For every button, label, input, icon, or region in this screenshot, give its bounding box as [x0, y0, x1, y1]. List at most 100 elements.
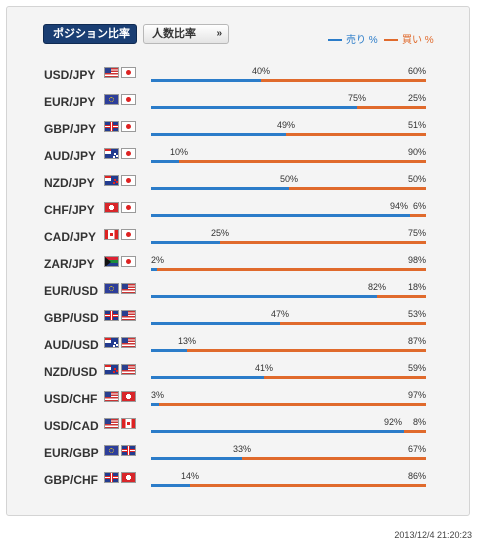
ratio-bar [151, 268, 426, 271]
buy-percent-label: 90% [407, 147, 426, 157]
flag-nz-icon [104, 364, 119, 375]
pair-row: NZD/USD 41% 59% [0, 358, 480, 385]
pair-row: AUD/USD 13% 87% [0, 331, 480, 358]
pair-row: USD/JPY 40% 60% [0, 61, 480, 88]
ratio-bar [151, 214, 426, 217]
flag-jp-icon [121, 202, 136, 213]
flag-ca-icon [121, 418, 136, 429]
pair-name: AUD/USD [44, 338, 99, 352]
ratio-bar [151, 430, 426, 433]
sell-bar [151, 106, 357, 109]
buy-percent-label: 6% [412, 201, 426, 211]
buy-bar [159, 403, 426, 406]
ratio-bar [151, 457, 426, 460]
buy-bar [289, 187, 426, 190]
flag-jp-icon [121, 67, 136, 78]
pair-row: GBP/USD 47% 53% [0, 304, 480, 331]
sell-percent-label: 33% [232, 444, 252, 454]
buy-bar [357, 106, 426, 109]
sell-percent-label: 40% [251, 66, 271, 76]
sell-bar [151, 241, 220, 244]
buy-bar [410, 214, 426, 217]
pair-name: USD/CHF [44, 392, 98, 406]
sell-bar [151, 322, 280, 325]
flag-gb-icon [104, 310, 119, 321]
pair-name: USD/JPY [44, 68, 96, 82]
sell-bar [151, 268, 157, 271]
flag-nz-icon [104, 175, 119, 186]
buy-bar [280, 322, 426, 325]
pair-row: EUR/JPY 75% 25% [0, 88, 480, 115]
flag-jp-icon [121, 256, 136, 267]
legend-buy-swatch [384, 39, 398, 42]
buy-bar [261, 79, 426, 82]
buy-percent-label: 86% [407, 471, 426, 481]
sell-bar [151, 295, 377, 298]
sell-percent-label: 13% [177, 336, 197, 346]
sell-bar [151, 133, 286, 136]
flag-gb-icon [104, 472, 119, 483]
flag-us-icon [121, 337, 136, 348]
flag-jp-icon [121, 121, 136, 132]
tab-count-ratio[interactable]: 人数比率 » [143, 24, 229, 44]
buy-percent-label: 98% [407, 255, 426, 265]
sell-percent-label: 25% [210, 228, 230, 238]
sell-percent-label: 3% [151, 390, 165, 400]
buy-bar [242, 457, 426, 460]
buy-percent-label: 59% [407, 363, 426, 373]
sell-percent-label: 2% [151, 255, 165, 265]
flag-gb-icon [121, 445, 136, 456]
sell-bar [151, 79, 261, 82]
flag-us-icon [121, 310, 136, 321]
ratio-bar [151, 403, 426, 406]
legend-sell-label: 売り % [346, 35, 378, 46]
buy-bar [377, 295, 426, 298]
buy-bar [190, 484, 426, 487]
pair-name: GBP/USD [44, 311, 99, 325]
flag-eu-icon [104, 94, 119, 105]
tab-position-ratio[interactable]: ポジション比率 » [43, 24, 137, 44]
buy-bar [187, 349, 426, 352]
flag-eu-icon [104, 445, 119, 456]
sell-bar [151, 214, 410, 217]
sell-percent-label: 49% [276, 120, 296, 130]
tab-position-label: ポジション比率 [53, 28, 130, 40]
pair-name: NZD/JPY [44, 176, 95, 190]
ratio-bar [151, 241, 426, 244]
sell-bar [151, 160, 179, 163]
flag-au-icon [104, 337, 119, 348]
ratio-bar [151, 484, 426, 487]
pair-name: CAD/JPY [44, 230, 97, 244]
pair-row: EUR/GBP 33% 67% [0, 439, 480, 466]
pair-name: EUR/GBP [44, 446, 99, 460]
pair-name: EUR/USD [44, 284, 99, 298]
sell-percent-label: 82% [367, 282, 387, 292]
ratio-bar [151, 160, 426, 163]
sell-percent-label: 41% [254, 363, 274, 373]
buy-bar [220, 241, 426, 244]
buy-percent-label: 25% [407, 93, 426, 103]
ratio-bar [151, 106, 426, 109]
ratio-bar [151, 187, 426, 190]
legend-sell: 売り % [328, 35, 378, 47]
pair-name: GBP/CHF [44, 473, 98, 487]
pair-name: CHF/JPY [44, 203, 95, 217]
flag-jp-icon [121, 175, 136, 186]
flag-us-icon [104, 418, 119, 429]
legend-buy: 買い % [384, 35, 434, 47]
buy-percent-label: 53% [407, 309, 426, 319]
legend-sell-swatch [328, 39, 342, 42]
pair-row: GBP/JPY 49% 51% [0, 115, 480, 142]
sell-bar [151, 376, 264, 379]
flag-eu-icon [104, 283, 119, 294]
sell-percent-label: 94% [389, 201, 408, 211]
sell-percent-label: 14% [180, 471, 200, 481]
flag-us-icon [104, 391, 119, 402]
sell-percent-label: 92% [383, 417, 402, 427]
buy-percent-label: 18% [407, 282, 426, 292]
pair-row: GBP/CHF 14% 86% [0, 466, 480, 493]
chevron-down-icon: » [121, 31, 132, 37]
flag-us-icon [121, 364, 136, 375]
tab-count-label: 人数比率 [152, 28, 196, 40]
pair-row: USD/CAD 92% 8% [0, 412, 480, 439]
